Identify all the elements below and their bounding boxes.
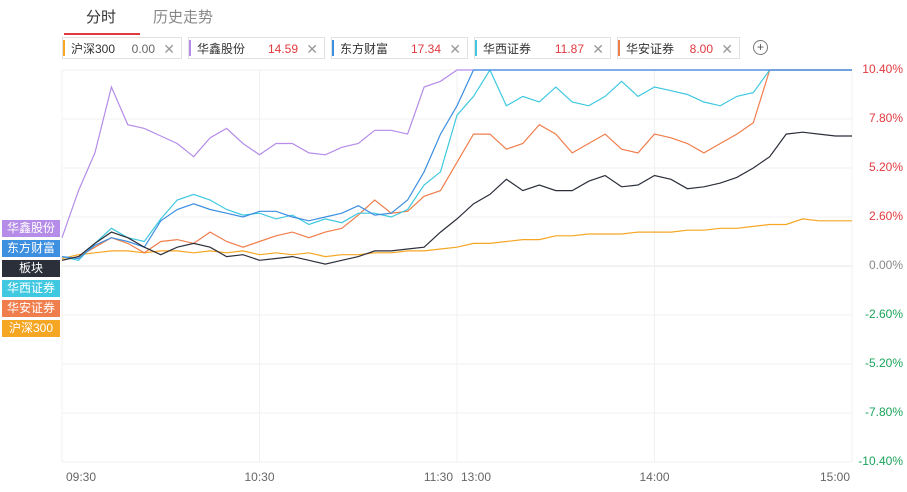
legend-item: 华西证券 11.87 ✕	[474, 37, 611, 59]
x-tick-label: 11:30	[424, 470, 453, 484]
series-tag: 华鑫股份	[2, 220, 60, 237]
legend-color	[618, 40, 620, 56]
y-tick-label: -5.20%	[865, 356, 903, 370]
x-tick-label: 10:30	[244, 470, 274, 484]
series-line	[61, 218, 852, 260]
close-button[interactable]: ✕	[449, 41, 461, 57]
series-tag: 东方财富	[2, 240, 60, 257]
close-button[interactable]: ✕	[306, 41, 318, 57]
legend-value: 8.00	[689, 42, 713, 56]
series-line	[61, 131, 852, 265]
x-tick-label: 13:00	[461, 470, 491, 484]
close-button[interactable]: ✕	[592, 41, 604, 57]
close-button[interactable]: ✕	[163, 41, 175, 57]
legend-name: 沪深300	[71, 42, 116, 56]
legend-name: 东方财富	[340, 42, 389, 56]
legend-value: 11.87	[554, 42, 584, 56]
series-tag: 板块	[2, 260, 60, 277]
y-tick-label: 0.00%	[869, 258, 903, 272]
y-tick-label: -2.60%	[865, 307, 903, 321]
legend-name: 华安证券	[626, 42, 675, 56]
legend-color	[63, 40, 65, 56]
close-button[interactable]: ✕	[721, 41, 733, 57]
legend-color	[475, 40, 477, 56]
tab-underline	[64, 33, 140, 35]
series-line	[61, 69, 852, 260]
y-tick-label: -7.80%	[865, 405, 903, 419]
add-button[interactable]: +	[753, 40, 768, 55]
y-tick-label: 2.60%	[869, 209, 903, 223]
legend-item: 东方财富 17.34 ✕	[331, 37, 468, 59]
legend-item: 华鑫股份 14.59 ✕	[188, 37, 325, 59]
tab[interactable]: 分时	[86, 9, 117, 26]
tab[interactable]: 历史走势	[153, 9, 214, 26]
legend-value: 17.34	[410, 42, 441, 56]
y-tick-label: 10.40%	[862, 62, 903, 76]
legend-color	[189, 40, 191, 56]
y-tick-label: 5.20%	[869, 160, 903, 174]
series-tag: 华安证券	[2, 300, 60, 317]
legend-name: 华鑫股份	[197, 42, 246, 56]
y-tick-label: 7.80%	[869, 111, 903, 125]
legend-name: 华西证券	[483, 42, 532, 56]
legend-color	[332, 40, 334, 56]
legend-value: 14.59	[267, 42, 298, 56]
x-tick-label: 14:00	[639, 470, 669, 484]
series-tag: 沪深300	[2, 320, 60, 337]
legend-value: 0.00	[131, 42, 155, 56]
y-tick-label: -10.40%	[858, 454, 903, 468]
legend-item: 沪深300 0.00 ✕	[62, 37, 182, 59]
legend-item: 华安证券 8.00 ✕	[617, 37, 740, 59]
x-tick-label: 09:30	[66, 470, 96, 484]
x-tick-label: 15:00	[820, 470, 850, 484]
series-tag: 华西证券	[2, 280, 60, 297]
series-line	[61, 68, 852, 261]
